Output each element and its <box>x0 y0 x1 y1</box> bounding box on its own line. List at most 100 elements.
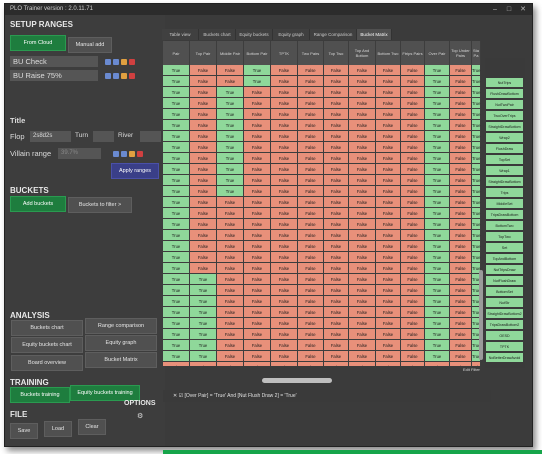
table-cell[interactable]: True <box>472 65 481 76</box>
table-cell[interactable]: False <box>401 263 425 274</box>
table-cell[interactable]: True <box>163 329 190 340</box>
table-cell[interactable]: False <box>376 340 401 351</box>
table-cell[interactable]: False <box>298 307 324 318</box>
table-cell[interactable]: False <box>376 285 401 296</box>
equity-graph-button[interactable]: Equity graph <box>85 335 157 351</box>
table-cell[interactable]: True <box>425 351 450 362</box>
table-cell[interactable]: False <box>376 87 401 98</box>
table-cell[interactable]: False <box>450 296 472 307</box>
table-cell[interactable]: True <box>163 175 190 186</box>
list-item[interactable]: NutTripsDraw <box>486 265 523 275</box>
tab-equity-graph[interactable]: Equity graph <box>273 29 310 40</box>
table-cell[interactable]: True <box>425 98 450 109</box>
table-cell[interactable]: False <box>450 340 472 351</box>
load-button[interactable]: Load <box>44 421 72 437</box>
list-item[interactable]: FlushDrawBottom <box>486 89 523 99</box>
table-cell[interactable]: False <box>450 197 472 208</box>
table-cell[interactable]: True <box>472 153 481 164</box>
table-cell[interactable]: True <box>163 318 190 329</box>
table-cell[interactable]: False <box>450 98 472 109</box>
table-cell[interactable]: False <box>244 153 271 164</box>
table-cell[interactable]: False <box>244 142 271 153</box>
edit-icon[interactable] <box>105 73 111 79</box>
table-cell[interactable]: True <box>163 340 190 351</box>
table-cell[interactable]: False <box>376 197 401 208</box>
table-cell[interactable]: False <box>376 219 401 230</box>
table-cell[interactable]: True <box>163 131 190 142</box>
table-cell[interactable]: False <box>217 219 244 230</box>
table-cell[interactable]: True <box>472 120 481 131</box>
table-cell[interactable]: False <box>244 175 271 186</box>
table-cell[interactable]: True <box>217 109 244 120</box>
table-cell[interactable]: False <box>376 307 401 318</box>
table-cell[interactable]: False <box>376 208 401 219</box>
table-cell[interactable]: False <box>271 98 298 109</box>
table-cell[interactable]: False <box>271 340 298 351</box>
table-cell[interactable]: False <box>190 153 217 164</box>
table-cell[interactable]: True <box>425 230 450 241</box>
column-header[interactable]: Top And Bottom <box>349 41 376 65</box>
table-cell[interactable]: False <box>401 351 425 362</box>
list-item[interactable]: OESD <box>486 331 523 341</box>
color-icon[interactable] <box>121 59 127 65</box>
table-cell[interactable]: True <box>425 87 450 98</box>
table-cell[interactable]: False <box>298 76 324 87</box>
table-cell[interactable]: False <box>401 252 425 263</box>
table-cell[interactable]: False <box>271 296 298 307</box>
table-cell[interactable]: True <box>163 142 190 153</box>
column-header[interactable]: Top Two <box>324 41 349 65</box>
table-cell[interactable]: False <box>376 164 401 175</box>
table-cell[interactable]: False <box>190 76 217 87</box>
table-cell[interactable]: False <box>217 76 244 87</box>
table-cell[interactable]: False <box>376 109 401 120</box>
table-cell[interactable]: False <box>190 87 217 98</box>
table-cell[interactable]: False <box>324 230 349 241</box>
table-cell[interactable]: False <box>376 142 401 153</box>
table-cell[interactable]: True <box>472 230 481 241</box>
table-cell[interactable]: False <box>349 153 376 164</box>
maximize-icon[interactable]: □ <box>506 6 512 13</box>
table-cell[interactable]: False <box>271 153 298 164</box>
table-cell[interactable]: False <box>376 98 401 109</box>
list-item[interactable]: Wrap1 <box>486 166 523 176</box>
table-cell[interactable]: True <box>425 120 450 131</box>
table-cell[interactable]: True <box>425 142 450 153</box>
table-cell[interactable]: False <box>190 186 217 197</box>
table-cell[interactable]: False <box>271 109 298 120</box>
table-cell[interactable]: False <box>401 164 425 175</box>
table-cell[interactable]: False <box>401 142 425 153</box>
table-cell[interactable]: False <box>450 109 472 120</box>
table-cell[interactable]: False <box>271 219 298 230</box>
table-cell[interactable]: False <box>401 274 425 285</box>
table-cell[interactable]: False <box>349 98 376 109</box>
table-cell[interactable]: False <box>298 98 324 109</box>
table-cell[interactable]: False <box>349 351 376 362</box>
list-item[interactable]: Trips <box>486 188 523 198</box>
table-cell[interactable]: False <box>324 76 349 87</box>
table-cell[interactable]: False <box>190 362 217 366</box>
table-cell[interactable]: False <box>244 208 271 219</box>
column-header[interactable]: Two Pairs <box>298 41 324 65</box>
table-cell[interactable]: False <box>450 76 472 87</box>
table-cell[interactable]: False <box>401 120 425 131</box>
list-item[interactable]: TPTK <box>486 342 523 352</box>
equity-buckets-chart-button[interactable]: Equity buckets chart <box>11 337 83 353</box>
table-cell[interactable]: False <box>450 252 472 263</box>
table-cell[interactable]: False <box>324 219 349 230</box>
table-cell[interactable]: False <box>401 318 425 329</box>
table-cell[interactable]: True <box>425 164 450 175</box>
table-cell[interactable]: False <box>349 219 376 230</box>
table-cell[interactable]: False <box>190 263 217 274</box>
table-cell[interactable]: False <box>217 362 244 366</box>
table-cell[interactable]: True <box>425 76 450 87</box>
table-cell[interactable]: True <box>163 263 190 274</box>
column-header[interactable]: Bottom Pair <box>244 41 271 65</box>
table-cell[interactable]: True <box>472 241 481 252</box>
table-cell[interactable]: True <box>425 197 450 208</box>
table-cell[interactable]: False <box>244 274 271 285</box>
tab-table-view[interactable]: Table view <box>162 29 199 40</box>
table-cell[interactable]: True <box>425 318 450 329</box>
table-cell[interactable]: False <box>349 120 376 131</box>
list-item[interactable]: TopAndBottom <box>486 254 523 264</box>
table-cell[interactable]: False <box>217 274 244 285</box>
